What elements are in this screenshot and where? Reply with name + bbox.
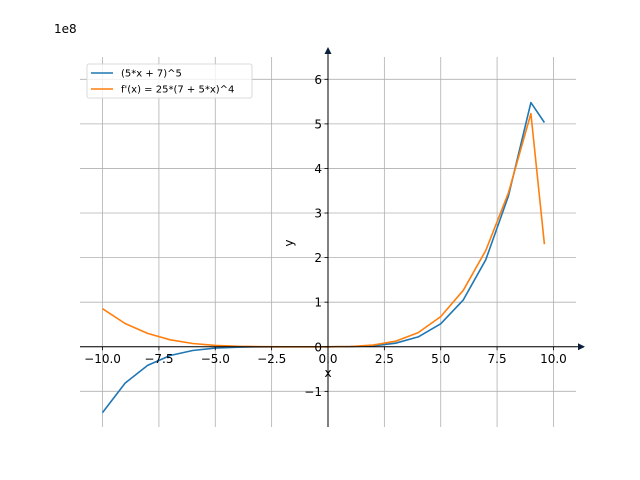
legend-label-2: f'(x) = 25*(7 + 5*x)^4 bbox=[121, 85, 234, 96]
x-tick-label: −7.5 bbox=[144, 352, 173, 366]
legend-box bbox=[86, 63, 253, 99]
legend-label-1: (5*x + 7)^5 bbox=[121, 69, 182, 80]
x-tick-label: 10.0 bbox=[540, 352, 567, 366]
y-tick-label: −1 bbox=[304, 385, 322, 399]
x-tick-label: −5.0 bbox=[201, 352, 230, 366]
y-tick-label: 0 bbox=[314, 340, 322, 354]
series-line-2 bbox=[102, 112, 546, 348]
x-tick-label: 0.0 bbox=[318, 352, 337, 366]
y-tick-label: 6 bbox=[314, 73, 322, 87]
x-axis-label: x bbox=[324, 366, 331, 380]
x-tick-label: 2.5 bbox=[375, 352, 394, 366]
y-tick-label: 2 bbox=[314, 251, 322, 265]
y-scale-label: 1e8 bbox=[54, 22, 77, 36]
y-axis-arrow bbox=[324, 47, 332, 54]
x-axis-arrow bbox=[578, 343, 585, 351]
ticks: −10.0 −7.5 −5.0 −2.5 0.0 2.5 5.0 7.5 10.0 −1 0 1 2 3 4… bbox=[84, 73, 567, 399]
x-tick-label: −2.5 bbox=[257, 352, 286, 366]
y-axis-label: y bbox=[282, 239, 296, 246]
y-tick-label: 1 bbox=[314, 296, 322, 310]
x-tick-label: −10.0 bbox=[84, 352, 121, 366]
x-tick-label: 5.0 bbox=[431, 352, 450, 366]
x-tick-label: 7.5 bbox=[488, 352, 507, 366]
y-tick-label: 4 bbox=[314, 162, 322, 176]
axes bbox=[80, 47, 585, 427]
y-tick-label: 3 bbox=[314, 207, 322, 221]
y-tick-label: 5 bbox=[314, 117, 322, 131]
legend: (5*x + 7)^5 f'(x) = 25*(7 + 5*x)^4 bbox=[86, 63, 253, 99]
